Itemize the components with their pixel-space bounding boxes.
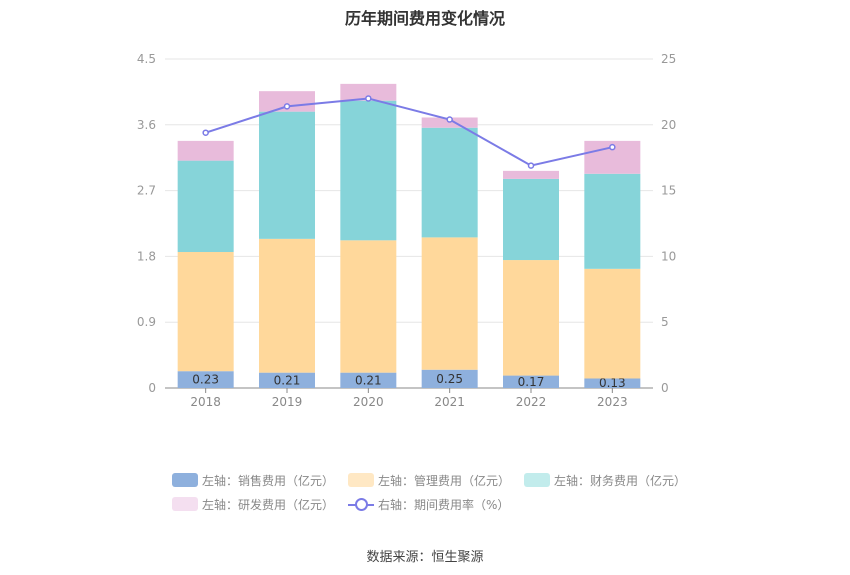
x-axis-tick-label: 2022	[516, 395, 547, 409]
right-axis-tick-label: 5	[661, 315, 669, 329]
right-axis-tick-label: 25	[661, 52, 676, 66]
legend-item-finance[interactable]: 左轴：财务费用（亿元）	[524, 472, 686, 489]
x-axis-tick-label: 2020	[353, 395, 384, 409]
legend: 左轴：销售费用（亿元） 左轴：管理费用（亿元） 左轴：财务费用（亿元） 左轴：研…	[172, 472, 692, 520]
bar-data-label: 0.21	[274, 373, 301, 387]
bar-segment	[177, 160, 234, 253]
rate-point	[609, 143, 616, 151]
bar-segment	[340, 100, 397, 241]
bar-segment	[503, 170, 559, 179]
bar-segment	[177, 371, 234, 388]
legend-swatch-sales	[172, 473, 198, 487]
bar-segment	[259, 111, 315, 239]
right-axis-tick-label: 20	[661, 118, 676, 132]
legend-label-rnd: 左轴：研发费用（亿元）	[202, 497, 335, 512]
legend-item-rate[interactable]: 右轴：期间费用率（%）	[348, 496, 509, 513]
bar-segment	[584, 378, 641, 388]
left-axis-tick-label: 3.6	[137, 118, 156, 132]
rate-line	[205, 97, 613, 167]
right-axis-tick-label: 10	[661, 249, 676, 263]
legend-swatch-admin	[348, 473, 375, 487]
bar-segment	[259, 372, 315, 388]
bar-segment	[503, 375, 559, 388]
legend-swatch-finance	[524, 473, 551, 487]
bar-segment	[584, 173, 641, 269]
legend-item-admin[interactable]: 左轴：管理费用（亿元）	[348, 472, 510, 489]
bar-segment	[503, 260, 559, 376]
bar-data-label: 0.25	[436, 372, 463, 386]
bar-segment	[177, 252, 234, 372]
bar-segment	[503, 178, 559, 261]
bar-segment	[259, 91, 315, 112]
bar-data-label: 0.13	[599, 376, 626, 390]
legend-label-admin: 左轴：管理费用（亿元）	[378, 473, 511, 488]
chart-title: 历年期间费用变化情况	[344, 9, 505, 28]
bar-segment	[584, 268, 641, 379]
left-axis-tick-label: 4.5	[137, 52, 156, 66]
left-axis-tick-label: 0	[148, 381, 156, 395]
x-axis-tick-label: 2018	[190, 395, 221, 409]
legend-item-rnd[interactable]: 左轴：研发费用（亿元）	[172, 496, 334, 513]
right-axis-tick-label: 0	[661, 381, 669, 395]
bar-data-label: 0.21	[355, 373, 382, 387]
legend-line-marker-icon	[348, 497, 375, 511]
x-axis-tick-label: 2023	[597, 395, 628, 409]
x-axis-tick-label: 2021	[434, 395, 465, 409]
bar-segment	[421, 127, 478, 238]
data-source-note: 数据来源：恒生聚源	[366, 550, 484, 565]
bar-segment	[340, 83, 397, 101]
bar-data-label: 0.17	[518, 375, 545, 389]
legend-swatch-rnd	[172, 497, 198, 511]
bar-segment	[421, 237, 478, 370]
legend-label-sales: 左轴：销售费用（亿元）	[202, 473, 335, 488]
bar-segment	[340, 240, 397, 373]
rate-point	[202, 129, 209, 136]
bar-segment	[177, 140, 234, 161]
rate-point	[283, 103, 291, 110]
bar-segment	[421, 369, 478, 388]
rate-point	[365, 95, 372, 102]
legend-label-rate: 右轴：期间费用率（%）	[378, 497, 510, 512]
left-axis-tick-label: 1.8	[137, 249, 156, 263]
bar-segment	[340, 372, 397, 388]
left-axis-tick-label: 0.9	[137, 315, 156, 329]
x-axis-tick-label: 2019	[272, 395, 303, 409]
rate-point	[527, 162, 535, 169]
legend-item-sales[interactable]: 左轴：销售费用（亿元）	[172, 472, 334, 489]
legend-label-finance: 左轴：财务费用（亿元）	[554, 473, 687, 488]
right-axis-tick-label: 15	[661, 184, 676, 198]
bar-segment	[259, 238, 315, 373]
left-axis-tick-label: 2.7	[137, 184, 156, 198]
bar-data-label: 0.23	[192, 373, 219, 387]
rate-point	[446, 116, 453, 123]
